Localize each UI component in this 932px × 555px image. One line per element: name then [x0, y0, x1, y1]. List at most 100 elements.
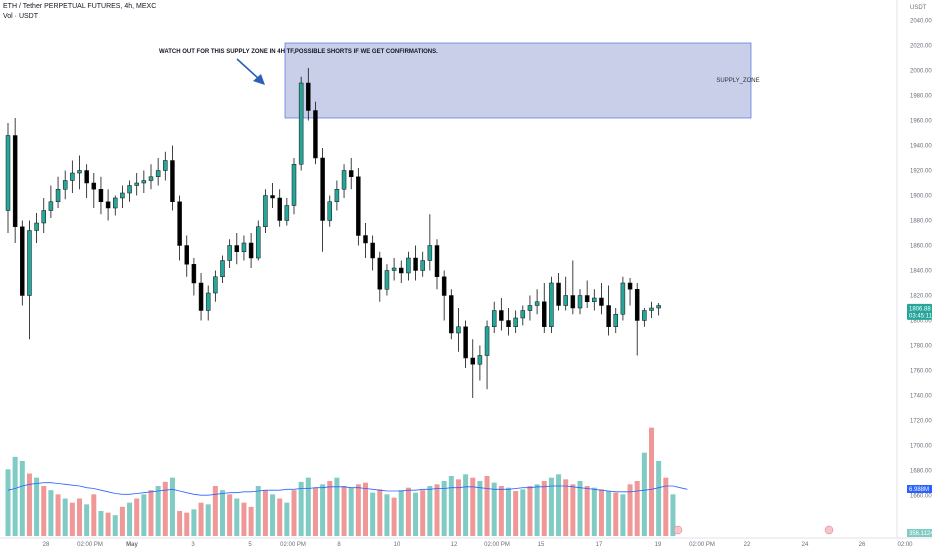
candle-body[interactable] — [277, 197, 282, 221]
candle-body[interactable] — [41, 210, 46, 224]
candle-body[interactable] — [356, 176, 361, 236]
candle-body[interactable] — [634, 289, 640, 321]
supply-zone-layer[interactable]: SUPPLY_ZONE — [284, 42, 760, 119]
candle-body[interactable] — [27, 230, 32, 296]
event-flag-icon[interactable] — [673, 525, 683, 535]
candle-body[interactable] — [306, 82, 311, 111]
candle-body[interactable] — [113, 197, 118, 209]
candle-body[interactable] — [134, 182, 139, 186]
candle-body[interactable] — [391, 267, 397, 271]
candle-body[interactable] — [313, 110, 318, 159]
candle-body[interactable] — [284, 205, 290, 221]
candle-body[interactable] — [191, 264, 197, 284]
candle-body[interactable] — [513, 317, 518, 327]
candle-body[interactable] — [470, 357, 475, 365]
candle-body[interactable] — [656, 305, 661, 309]
candle-body[interactable] — [556, 282, 561, 306]
candle-body[interactable] — [120, 192, 125, 199]
candle-body[interactable] — [506, 320, 511, 327]
candle-body[interactable] — [248, 242, 254, 259]
candle-body[interactable] — [463, 326, 468, 359]
candle-body[interactable] — [384, 270, 390, 290]
candle-body[interactable] — [263, 195, 268, 227]
candle-body[interactable] — [256, 226, 261, 259]
candle-body[interactable] — [298, 82, 304, 165]
candle-body[interactable] — [227, 245, 232, 261]
candle-body[interactable] — [155, 170, 161, 177]
candle-body[interactable] — [399, 267, 404, 274]
candle-body[interactable] — [606, 305, 611, 327]
candle-body[interactable] — [363, 235, 368, 244]
candle-body[interactable] — [577, 295, 583, 309]
candle-body[interactable] — [542, 301, 547, 327]
candle-body[interactable] — [270, 195, 275, 199]
candle-body[interactable] — [341, 170, 347, 190]
candle-body[interactable] — [241, 242, 247, 252]
candle-body[interactable] — [184, 245, 189, 265]
time-axis[interactable]: 28 02:00 PM May 3 5 02:00 PM 8 10 12 02:00 PM 15 17… — [43, 525, 914, 548]
candle-body[interactable] — [592, 297, 597, 302]
candle-body[interactable] — [348, 170, 354, 177]
candle-body[interactable] — [456, 326, 461, 334]
candle-body[interactable] — [434, 245, 440, 277]
candle-body[interactable] — [77, 170, 82, 174]
candle-body[interactable] — [170, 160, 175, 202]
candle-body[interactable] — [177, 201, 182, 246]
candle-body[interactable] — [377, 257, 383, 290]
candle-body[interactable] — [406, 257, 411, 274]
candle-body[interactable] — [148, 176, 154, 181]
candle-body[interactable] — [198, 282, 204, 311]
candle-body[interactable] — [642, 310, 647, 321]
candle-body[interactable] — [234, 245, 240, 252]
price-axis[interactable]: USDT 2040.00 2020.00 2000.00 1980.00 1960.00 1… — [907, 5, 932, 537]
candle-body[interactable] — [491, 310, 497, 327]
candle-body[interactable] — [484, 326, 490, 356]
candle-body[interactable] — [84, 170, 89, 184]
candle-body[interactable] — [534, 301, 540, 306]
last-price-tag[interactable] — [907, 303, 932, 320]
supply-zone-box[interactable] — [284, 42, 752, 119]
candle-body[interactable] — [449, 295, 454, 334]
candle-body[interactable] — [370, 242, 375, 259]
candle-body[interactable] — [527, 305, 533, 311]
candle-body[interactable] — [649, 307, 654, 311]
candle-body[interactable] — [549, 282, 554, 327]
candle-body[interactable] — [620, 282, 626, 315]
candle-body[interactable] — [62, 180, 68, 190]
event-flag-icon[interactable] — [824, 525, 834, 535]
candle-body[interactable] — [163, 160, 168, 171]
candle-body[interactable] — [320, 157, 325, 221]
candle-body[interactable] — [34, 222, 39, 231]
candle-body[interactable] — [520, 310, 526, 319]
candle-body[interactable] — [563, 295, 568, 306]
candles-layer[interactable] — [5, 68, 661, 398]
candle-body[interactable] — [220, 260, 225, 277]
candle-body[interactable] — [12, 135, 18, 227]
candle-body[interactable] — [205, 292, 211, 311]
candle-body[interactable] — [420, 260, 425, 271]
candle-body[interactable] — [105, 201, 111, 209]
candle-body[interactable] — [427, 245, 433, 261]
candle-body[interactable] — [570, 295, 576, 309]
candle-body[interactable] — [213, 276, 218, 294]
candle-body[interactable] — [327, 201, 332, 221]
candle-body[interactable] — [413, 257, 418, 271]
candle-body[interactable] — [48, 201, 54, 211]
candle-body[interactable] — [70, 172, 75, 181]
candle-body[interactable] — [584, 295, 590, 302]
candle-body[interactable] — [98, 189, 104, 202]
candle-body[interactable] — [599, 297, 604, 306]
candle-body[interactable] — [55, 189, 61, 202]
candle-body[interactable] — [613, 314, 618, 327]
candle-body[interactable] — [477, 355, 483, 365]
candle-body[interactable] — [91, 182, 97, 190]
candle-body[interactable] — [334, 189, 340, 202]
candle-body[interactable] — [291, 164, 297, 206]
candle-body[interactable] — [627, 282, 633, 290]
candle-body[interactable] — [20, 226, 25, 296]
candle-body[interactable] — [141, 180, 147, 184]
candle-body[interactable] — [127, 185, 132, 194]
candle-body[interactable] — [499, 310, 504, 321]
